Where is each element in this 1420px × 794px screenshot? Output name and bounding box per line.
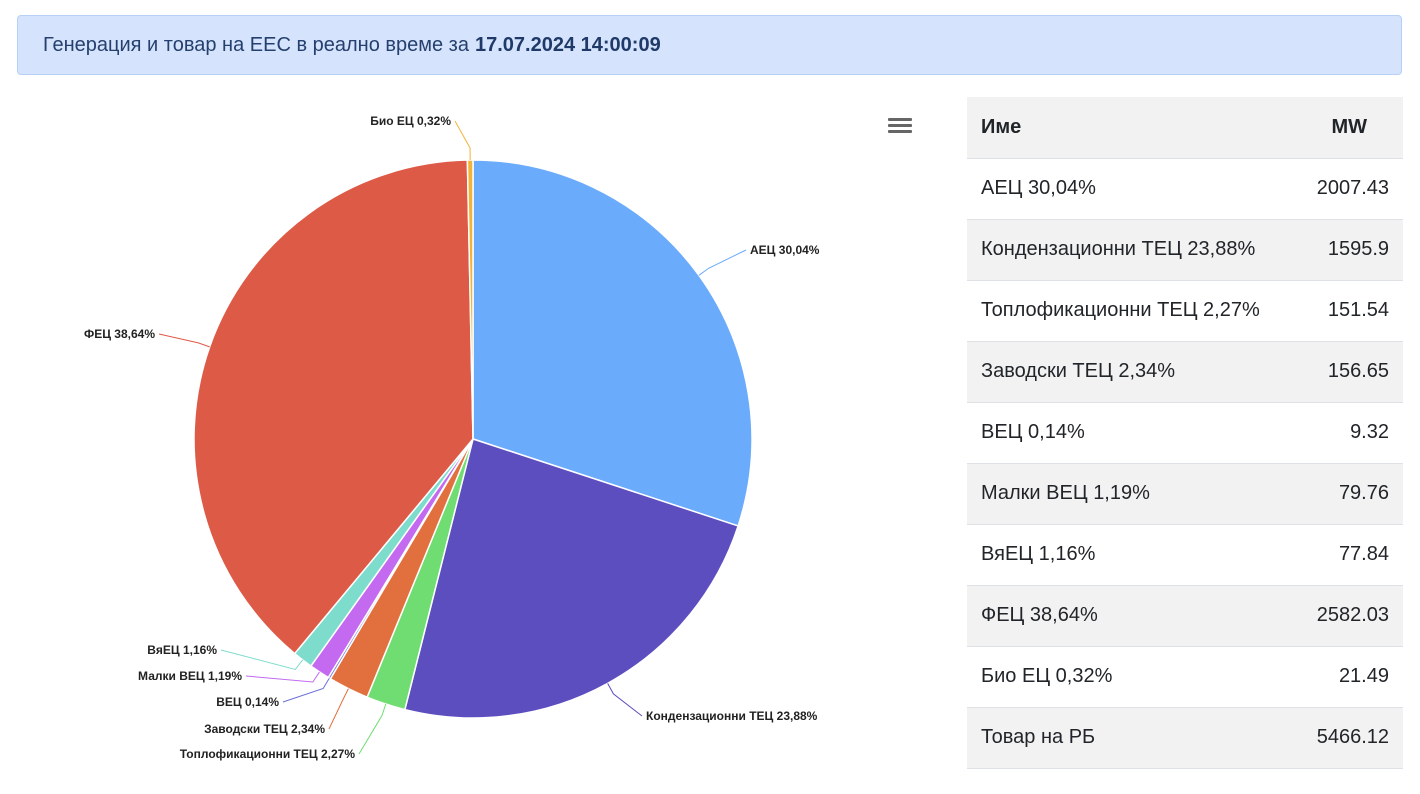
table-row: ВяЕЦ 1,16% 77.84	[967, 524, 1403, 586]
menu-bar	[888, 130, 912, 133]
header-banner: Генерация и товар на ЕЕС в реално време …	[17, 15, 1402, 75]
menu-bar	[888, 124, 912, 127]
row-name: Топлофикационни ТЕЦ 2,27%	[967, 280, 1296, 342]
pie-chart-svg: АЕЦ 30,04% Кондензационни ТЕЦ 23,88% Топло…	[82, 113, 821, 763]
pie-label-connector	[454, 120, 471, 161]
row-name: Био ЕЦ 0,32%	[967, 646, 1296, 708]
pie-slice[interactable]	[193, 159, 474, 655]
row-name: Заводски ТЕЦ 2,34%	[967, 341, 1296, 403]
pie-slice[interactable]	[472, 159, 753, 527]
column-header-mw: MW	[1295, 97, 1403, 159]
pie-data-label: АЕЦ 30,04%	[750, 243, 820, 257]
table-row: Био ЕЦ 0,32% 21.49	[967, 646, 1403, 708]
table-row: ВЕЦ 0,14% 9.32	[967, 402, 1403, 464]
header-title: Генерация и товар на ЕЕС в реално време …	[43, 33, 469, 56]
pie-label-connector	[358, 703, 387, 755]
hamburger-menu-icon[interactable]	[888, 116, 912, 138]
pie-data-label: ФЕЦ 38,64%	[84, 327, 155, 341]
pie-label-connector	[158, 333, 210, 348]
pie-data-label: ВяЕЦ 1,16%	[147, 643, 217, 657]
table-row: Малки ВЕЦ 1,19% 79.76	[967, 463, 1403, 525]
table-row: Заводски ТЕЦ 2,34% 156.65	[967, 341, 1403, 403]
row-value: 156.65	[1295, 341, 1403, 403]
table-header-row: Име MW	[967, 97, 1403, 159]
pie-label-connector	[328, 688, 349, 730]
pie-label-connector	[607, 683, 643, 717]
row-name: Кондензационни ТЕЦ 23,88%	[967, 219, 1296, 281]
pie-data-label: Био ЕЦ 0,32%	[370, 114, 451, 128]
pie-data-label: Малки ВЕЦ 1,19%	[138, 669, 242, 683]
row-value: 5466.12	[1295, 707, 1403, 769]
column-header-name: Име	[967, 97, 1296, 159]
row-name: АЕЦ 30,04%	[967, 158, 1296, 220]
row-value: 151.54	[1295, 280, 1403, 342]
pie-chart: АЕЦ 30,04% Кондензационни ТЕЦ 23,88% Топло…	[30, 88, 940, 788]
header-timestamp: 17.07.2024 14:00:09	[474, 33, 661, 56]
pie-label-connector	[282, 677, 330, 703]
row-value: 9.32	[1295, 402, 1403, 464]
table-row: Товар на РБ 5466.12	[967, 707, 1403, 769]
pie-data-label: Кондензационни ТЕЦ 23,88%	[646, 709, 818, 723]
table-row: Топлофикационни ТЕЦ 2,27% 151.54	[967, 280, 1403, 342]
row-value: 1595.9	[1295, 219, 1403, 281]
pie-data-label: Топлофикационни ТЕЦ 2,27%	[180, 747, 356, 761]
row-name: ВЕЦ 0,14%	[967, 402, 1296, 464]
pie-slice[interactable]	[403, 438, 740, 719]
row-value: 21.49	[1295, 646, 1403, 708]
row-name: Товар на РБ	[967, 707, 1296, 769]
generation-table: Име MW АЕЦ 30,04% 2007.43 Кондензационни …	[967, 97, 1403, 769]
row-value: 2582.03	[1295, 585, 1403, 647]
menu-bar	[888, 118, 912, 121]
row-value: 79.76	[1295, 463, 1403, 525]
pie-label-connector	[698, 249, 747, 276]
pie-data-label: ВЕЦ 0,14%	[216, 695, 279, 709]
pie-label-connector	[245, 671, 320, 683]
row-value: 2007.43	[1295, 158, 1403, 220]
row-name: ФЕЦ 38,64%	[967, 585, 1296, 647]
pie-label-connector	[220, 649, 304, 671]
table-row: АЕЦ 30,04% 2007.43	[967, 158, 1403, 220]
table-row: Кондензационни ТЕЦ 23,88% 1595.9	[967, 219, 1403, 281]
table-row: ФЕЦ 38,64% 2582.03	[967, 585, 1403, 647]
row-name: Малки ВЕЦ 1,19%	[967, 463, 1296, 525]
row-name: ВяЕЦ 1,16%	[967, 524, 1296, 586]
row-value: 77.84	[1295, 524, 1403, 586]
pie-slice[interactable]	[466, 159, 474, 440]
pie-data-label: Заводски ТЕЦ 2,34%	[204, 722, 325, 736]
